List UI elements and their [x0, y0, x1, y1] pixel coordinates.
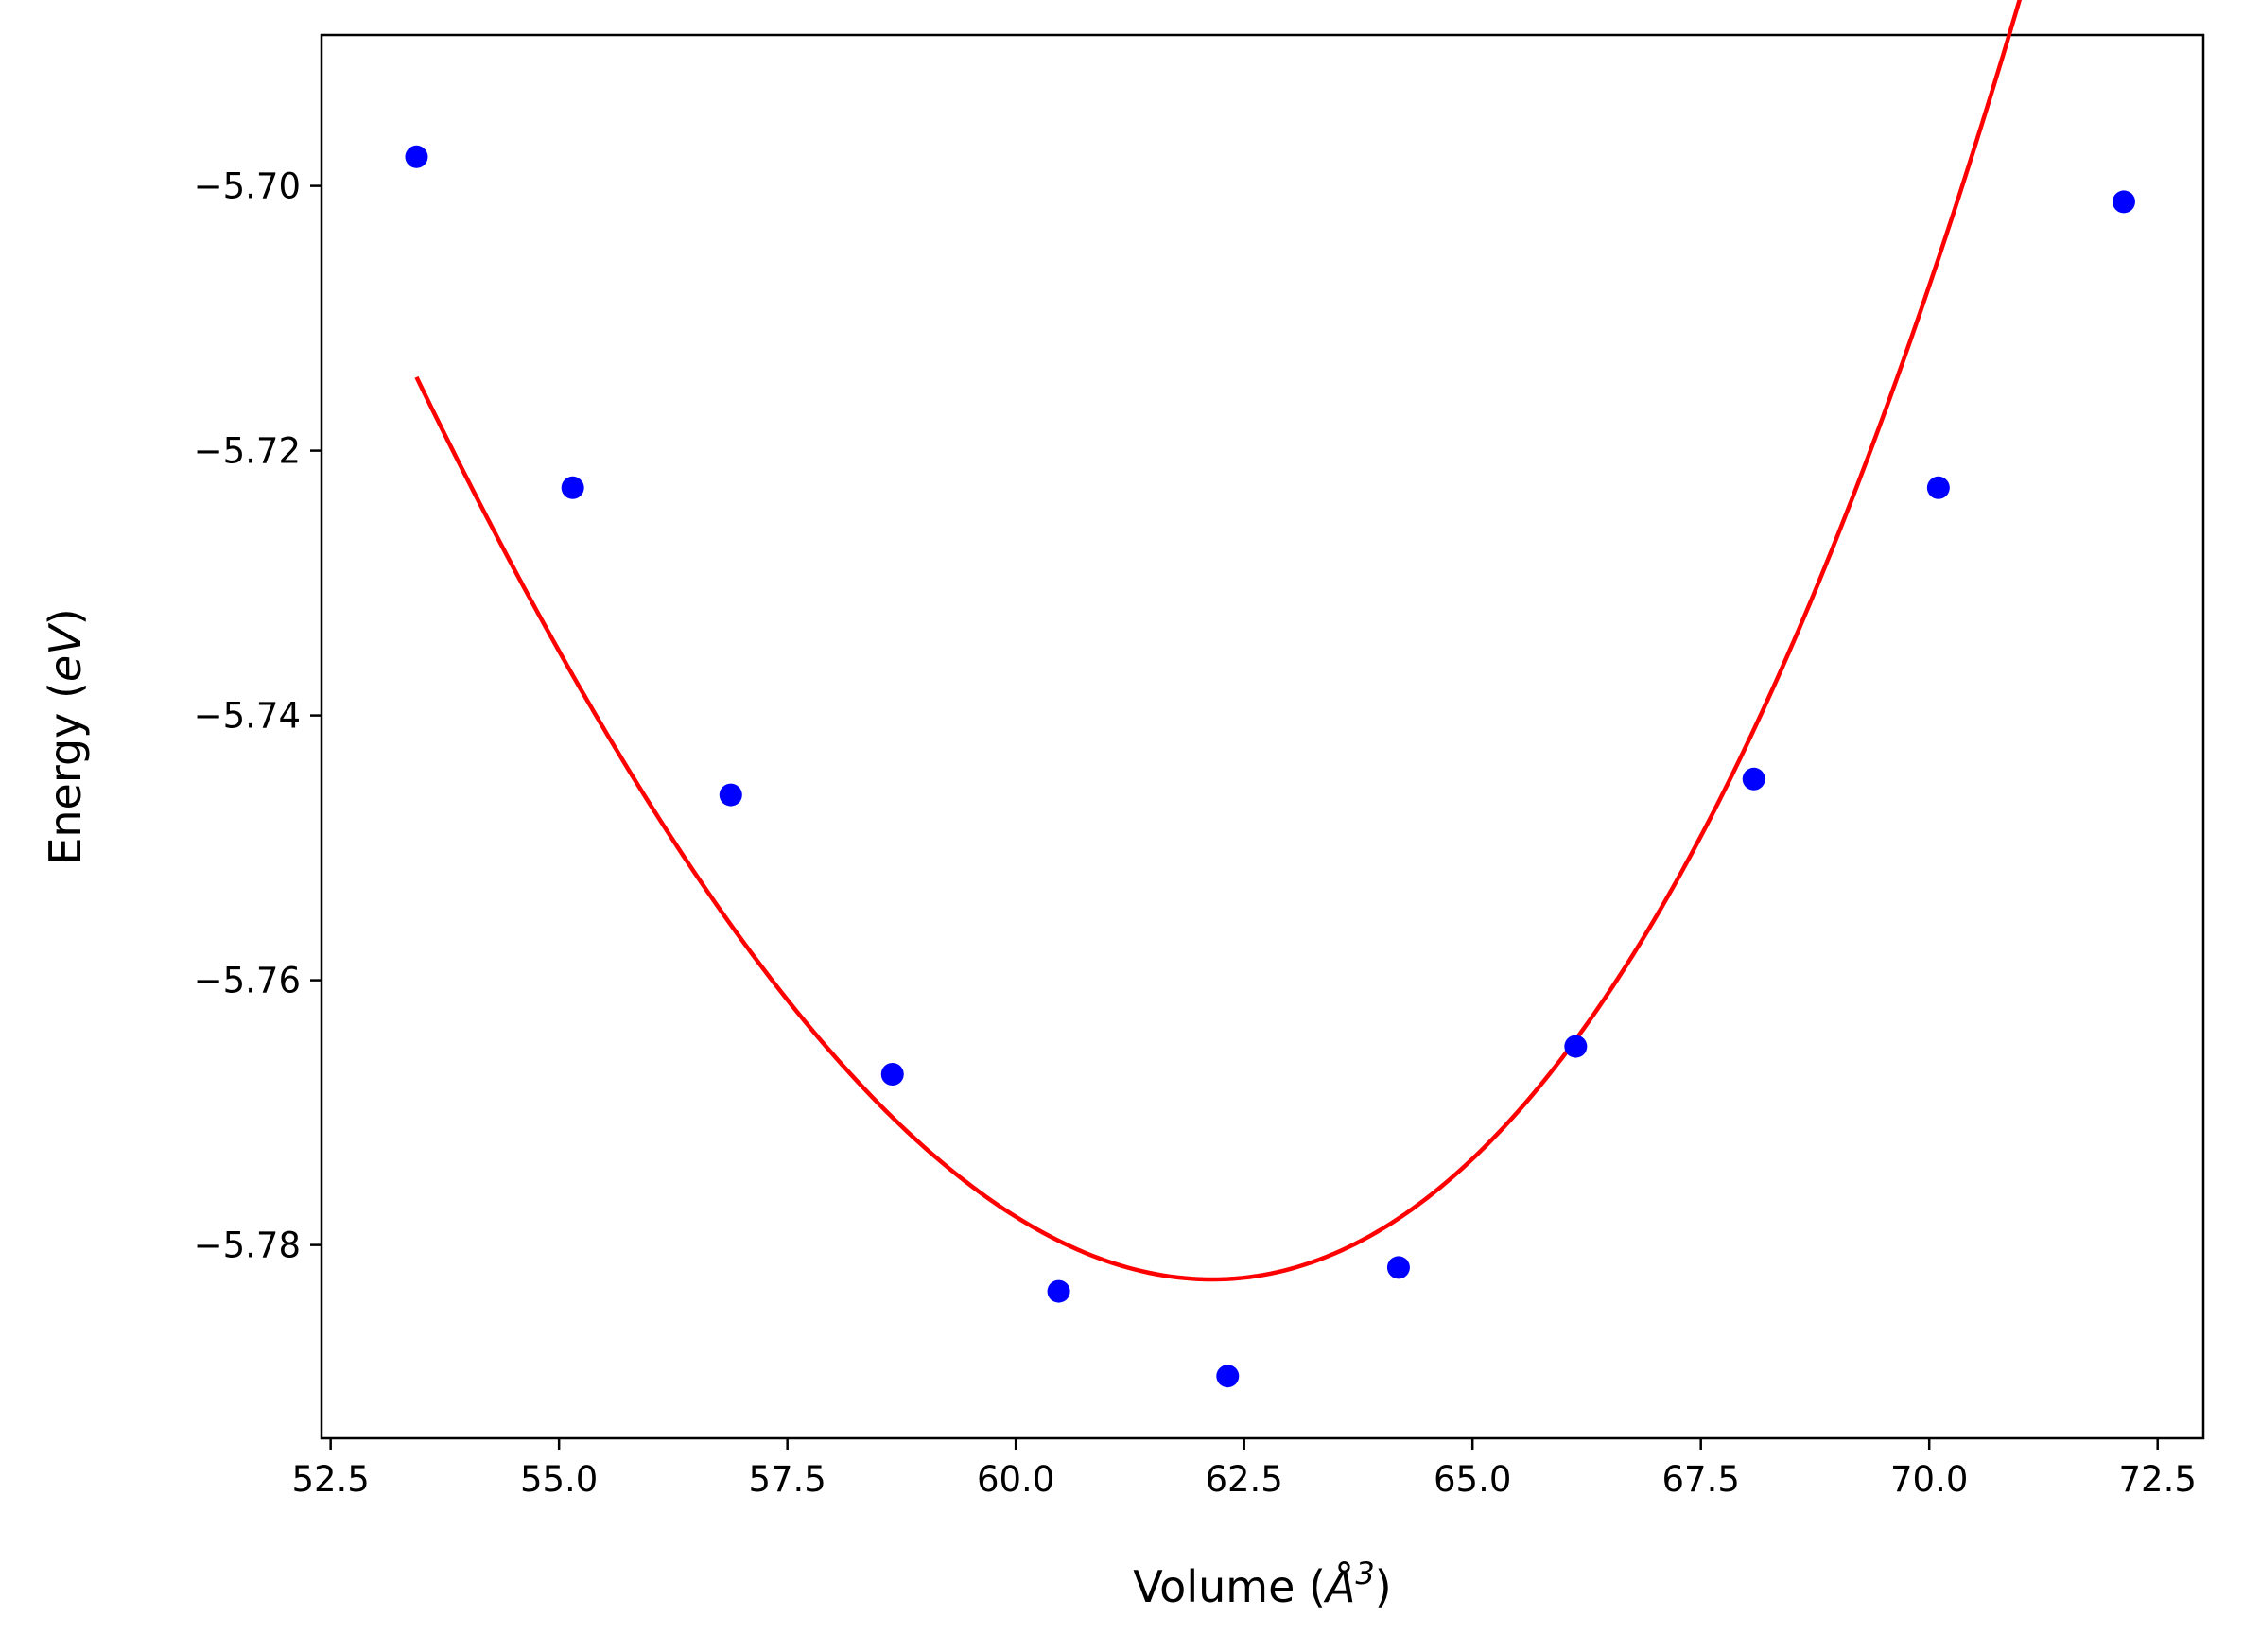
- x-tick-label: 62.5: [1205, 1459, 1282, 1500]
- x-tick-label: 57.5: [748, 1459, 826, 1500]
- x-tick-label: 60.0: [977, 1459, 1054, 1500]
- y-axis-title: Energy (eV): [40, 608, 91, 864]
- x-tick-label: 65.0: [1434, 1459, 1511, 1500]
- plot-area-frame: [320, 33, 2205, 1440]
- data-point: [405, 145, 428, 168]
- data-point: [1926, 476, 1950, 499]
- y-axis-ticks: −5.70 −5.72 −5.74 −5.76 −5.78: [194, 166, 322, 1266]
- data-point: [561, 476, 584, 499]
- x-axis-ticks: 52.5 55.0 57.5 60.0 62.5 65.0 67.5 70.0 72.5: [291, 1438, 2197, 1500]
- x-tick-label: 70.0: [1890, 1459, 1968, 1500]
- x-tick-label: 72.5: [2119, 1459, 2197, 1500]
- data-point: [880, 1063, 904, 1086]
- y-tick-label: −5.70: [194, 166, 301, 207]
- data-point: [1386, 1256, 1410, 1279]
- data-point: [1216, 1365, 1240, 1388]
- data-point: [1564, 1035, 1588, 1058]
- data-points: [405, 145, 2135, 1388]
- data-point: [1742, 767, 1765, 791]
- y-tick-label: −5.72: [194, 431, 301, 472]
- x-axis-title: Volume (Å3): [1133, 1556, 1391, 1612]
- y-tick-label: −5.74: [194, 696, 301, 737]
- x-tick-label: 52.5: [291, 1459, 369, 1500]
- y-tick-label: −5.78: [194, 1226, 301, 1266]
- data-point: [719, 783, 742, 807]
- data-point: [2112, 190, 2135, 214]
- y-tick-label: −5.76: [194, 961, 301, 1001]
- x-tick-label: 67.5: [1661, 1459, 1739, 1500]
- x-tick-label: 55.0: [520, 1459, 598, 1500]
- data-point: [1047, 1279, 1070, 1303]
- fit-curve-line: [414, 0, 2023, 1282]
